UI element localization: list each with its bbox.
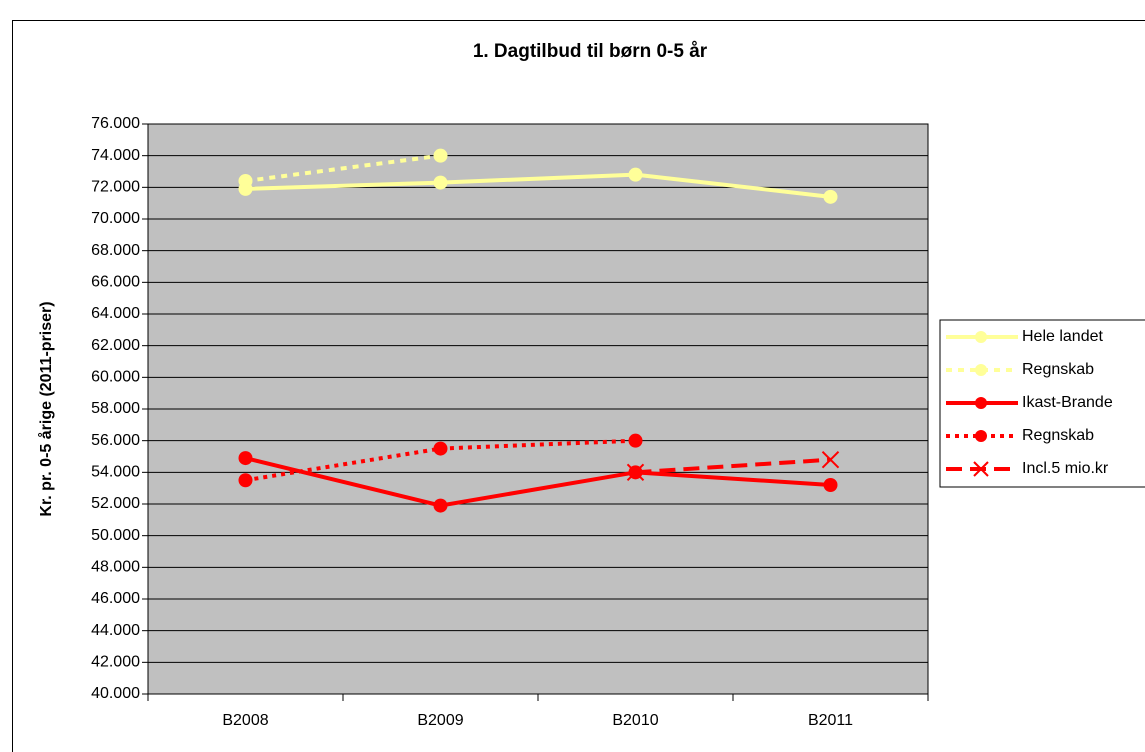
x-tick-label: B2010	[612, 712, 658, 729]
y-tick-label: 60.000	[91, 369, 140, 386]
marker	[628, 433, 643, 448]
x-tick-label: B2008	[222, 712, 268, 729]
series-line	[245, 438, 636, 483]
marker-stroke	[626, 463, 645, 482]
series-line	[245, 153, 441, 183]
series-line	[245, 172, 831, 199]
marker	[433, 175, 448, 190]
y-tick-label: 48.000	[91, 559, 140, 576]
marker	[238, 174, 253, 188]
marker-stroke	[821, 450, 840, 469]
y-tick-label: 40.000	[91, 685, 140, 702]
y-tick-label: 74.000	[91, 147, 140, 164]
y-tick-label: 50.000	[91, 527, 140, 544]
legend-marker	[975, 397, 987, 409]
y-tick-label: 44.000	[91, 622, 140, 639]
x-tick-label: B2011	[808, 712, 853, 729]
legend-marker	[975, 430, 987, 442]
y-tick-label: 66.000	[91, 274, 140, 291]
legend-label: Incl.5 mio.kr	[1022, 460, 1109, 477]
marker-x	[626, 463, 645, 482]
y-tick-label: 62.000	[91, 337, 140, 354]
y-tick-label: 70.000	[91, 210, 140, 227]
y-tick-label: 64.000	[91, 305, 140, 322]
legend-label: Ikast-Brande	[1022, 394, 1113, 411]
marker	[433, 148, 448, 163]
y-axis-label: Kr. pr. 0-5 årige (2011-priser)	[37, 301, 55, 516]
series-line	[635, 457, 831, 475]
marker	[238, 451, 253, 466]
marker	[238, 473, 253, 488]
marker	[433, 441, 448, 456]
y-tick-label: 56.000	[91, 432, 140, 449]
marker	[823, 478, 838, 492]
y-tick-label: 54.000	[91, 464, 140, 481]
legend-label: Regnskab	[1022, 361, 1094, 378]
y-tick-label: 58.000	[91, 400, 140, 417]
legend-marker	[975, 364, 987, 376]
y-tick-label: 42.000	[91, 654, 140, 671]
chart-title: 1. Dagtilbud til børn 0-5 år	[473, 41, 708, 62]
marker	[823, 189, 838, 204]
marker	[628, 167, 643, 182]
legend-marker	[975, 331, 987, 343]
y-tick-label: 68.000	[91, 242, 140, 259]
series-line	[245, 456, 831, 508]
marker-x	[821, 450, 840, 469]
marker	[433, 498, 448, 513]
x-tick-label: B2009	[417, 712, 463, 729]
y-tick-label: 52.000	[91, 495, 140, 512]
y-tick-label: 72.000	[91, 179, 140, 196]
legend-marker	[973, 461, 989, 477]
legend-label: Regnskab	[1022, 427, 1094, 444]
y-tick-label: 76.000	[91, 115, 140, 132]
legend-label: Hele landet	[1022, 328, 1104, 345]
y-tick-label: 46.000	[91, 590, 140, 607]
